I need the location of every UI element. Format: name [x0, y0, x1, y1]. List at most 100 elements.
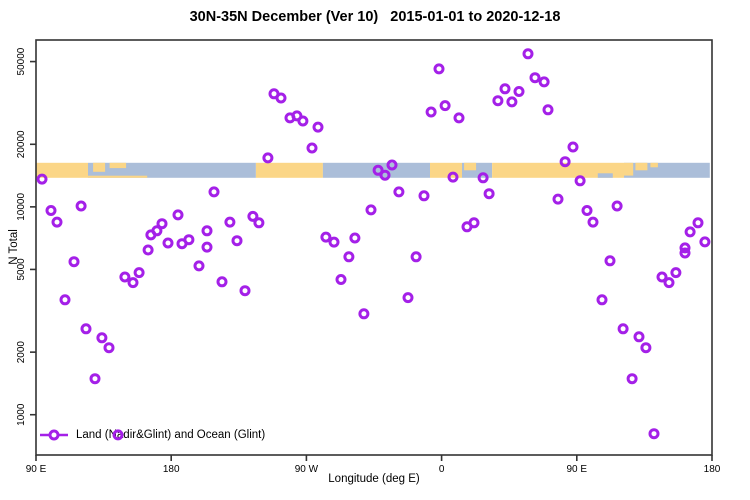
land-band-patch [88, 175, 148, 178]
land-band-patch [635, 162, 648, 171]
data-point [559, 156, 571, 168]
data-point [418, 190, 430, 202]
data-point [127, 277, 139, 289]
data-point [663, 277, 675, 289]
ocean-band-patch [597, 173, 613, 178]
x-tick-label: 0 [439, 464, 445, 475]
data-point [386, 159, 398, 171]
data-point [96, 332, 108, 344]
data-point [133, 267, 145, 279]
land-band-segment [255, 162, 323, 178]
data-point [172, 209, 184, 221]
data-point [567, 141, 579, 153]
data-point [692, 217, 704, 229]
data-point [538, 76, 550, 88]
data-point [119, 271, 131, 283]
data-point [461, 221, 473, 233]
plot-box [35, 39, 713, 456]
ocean-band-segment [322, 162, 430, 178]
data-point [633, 331, 645, 343]
data-point [328, 236, 340, 248]
data-point [36, 173, 48, 185]
data-point [349, 232, 361, 244]
land-band-patch [109, 162, 127, 169]
ocean-band-segment [88, 162, 256, 178]
data-point [201, 241, 213, 253]
data-point [425, 106, 437, 118]
data-point [587, 216, 599, 228]
data-point [103, 342, 115, 354]
data-point [542, 104, 554, 116]
y-tick-label: 2000 [16, 341, 27, 364]
data-point [379, 169, 391, 181]
data-point [365, 204, 377, 216]
y-tick-label: 20000 [16, 130, 27, 158]
data-point [483, 188, 495, 200]
y-tick-label: 10000 [16, 193, 27, 221]
data-point [604, 255, 616, 267]
data-point [216, 276, 228, 288]
chart-title: 30N-35N December (Ver 10) 2015-01-01 to … [189, 9, 561, 25]
data-point [656, 271, 668, 283]
data-point [89, 373, 101, 385]
data-point [499, 83, 511, 95]
y-tick-label: 50000 [16, 47, 27, 75]
data-point [224, 216, 236, 228]
data-point [372, 164, 384, 176]
data-point [151, 225, 163, 237]
data-point [433, 63, 445, 75]
data-point [670, 267, 682, 279]
data-point [162, 237, 174, 249]
data-point [142, 244, 154, 256]
data-point [393, 186, 405, 198]
data-point [358, 308, 370, 320]
data-point [410, 251, 422, 263]
data-point [231, 235, 243, 247]
data-point [529, 72, 541, 84]
data-point [193, 260, 205, 272]
x-tick-label: 180 [704, 464, 721, 475]
data-point [699, 236, 711, 248]
x-tick-label: 90 W [295, 464, 319, 475]
data-point [297, 115, 309, 127]
data-point [247, 210, 259, 222]
data-point [513, 86, 525, 97]
data-point [68, 256, 80, 268]
data-point [156, 218, 168, 230]
data-point [183, 234, 195, 246]
data-point [306, 142, 318, 154]
land-band-segment [36, 162, 88, 178]
legend-marker-icon [40, 429, 68, 441]
data-point [477, 172, 489, 184]
data-point [312, 121, 324, 133]
data-point [275, 92, 287, 104]
x-axis-label: Longitude (deg E) [328, 473, 420, 485]
x-tick-label: 90 E [567, 464, 588, 475]
data-point [626, 373, 638, 385]
data-point [112, 429, 124, 441]
y-tick-label: 5000 [16, 258, 27, 281]
land-band-patch [464, 162, 477, 171]
data-point [640, 342, 652, 354]
data-point [439, 100, 451, 112]
data-point [262, 152, 274, 164]
data-point [45, 205, 57, 216]
data-point [201, 225, 213, 237]
data-point [648, 428, 660, 440]
data-point [453, 112, 465, 124]
data-point [574, 175, 586, 187]
data-point [208, 186, 220, 198]
data-point [492, 95, 504, 107]
data-point [80, 323, 92, 335]
legend-label: Land (Nadir&Glint) and Ocean (Glint) [76, 429, 266, 441]
data-point [51, 216, 63, 228]
data-point [320, 231, 332, 243]
land-band-segment [492, 162, 624, 178]
land-band-patch [624, 162, 634, 176]
data-point [447, 171, 459, 183]
data-point [684, 226, 696, 238]
land-band-patch [650, 162, 658, 168]
data-point [402, 292, 414, 304]
